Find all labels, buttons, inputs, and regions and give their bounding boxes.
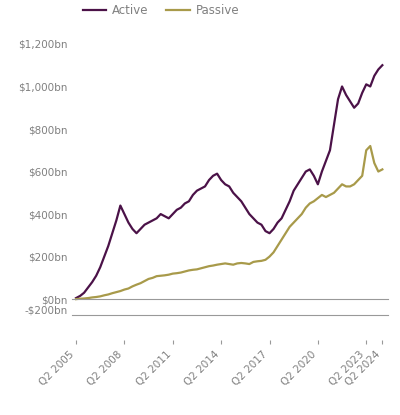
Passive <box>380 167 385 172</box>
Active <box>380 63 385 68</box>
Passive <box>368 144 373 149</box>
Passive <box>178 270 183 275</box>
Active <box>243 205 248 210</box>
Passive <box>207 264 212 269</box>
Passive <box>174 271 179 276</box>
Passive <box>243 261 248 266</box>
Passive <box>74 297 78 302</box>
Active <box>134 231 139 236</box>
Active <box>178 205 183 210</box>
Active <box>198 186 203 191</box>
Line: Passive: Passive <box>76 146 382 299</box>
Line: Active: Active <box>76 65 382 298</box>
Passive <box>198 266 203 271</box>
Active <box>74 295 78 300</box>
Legend: Active, Passive: Active, Passive <box>78 0 244 22</box>
Active <box>174 208 179 212</box>
Active <box>207 178 212 183</box>
Passive <box>134 282 139 287</box>
